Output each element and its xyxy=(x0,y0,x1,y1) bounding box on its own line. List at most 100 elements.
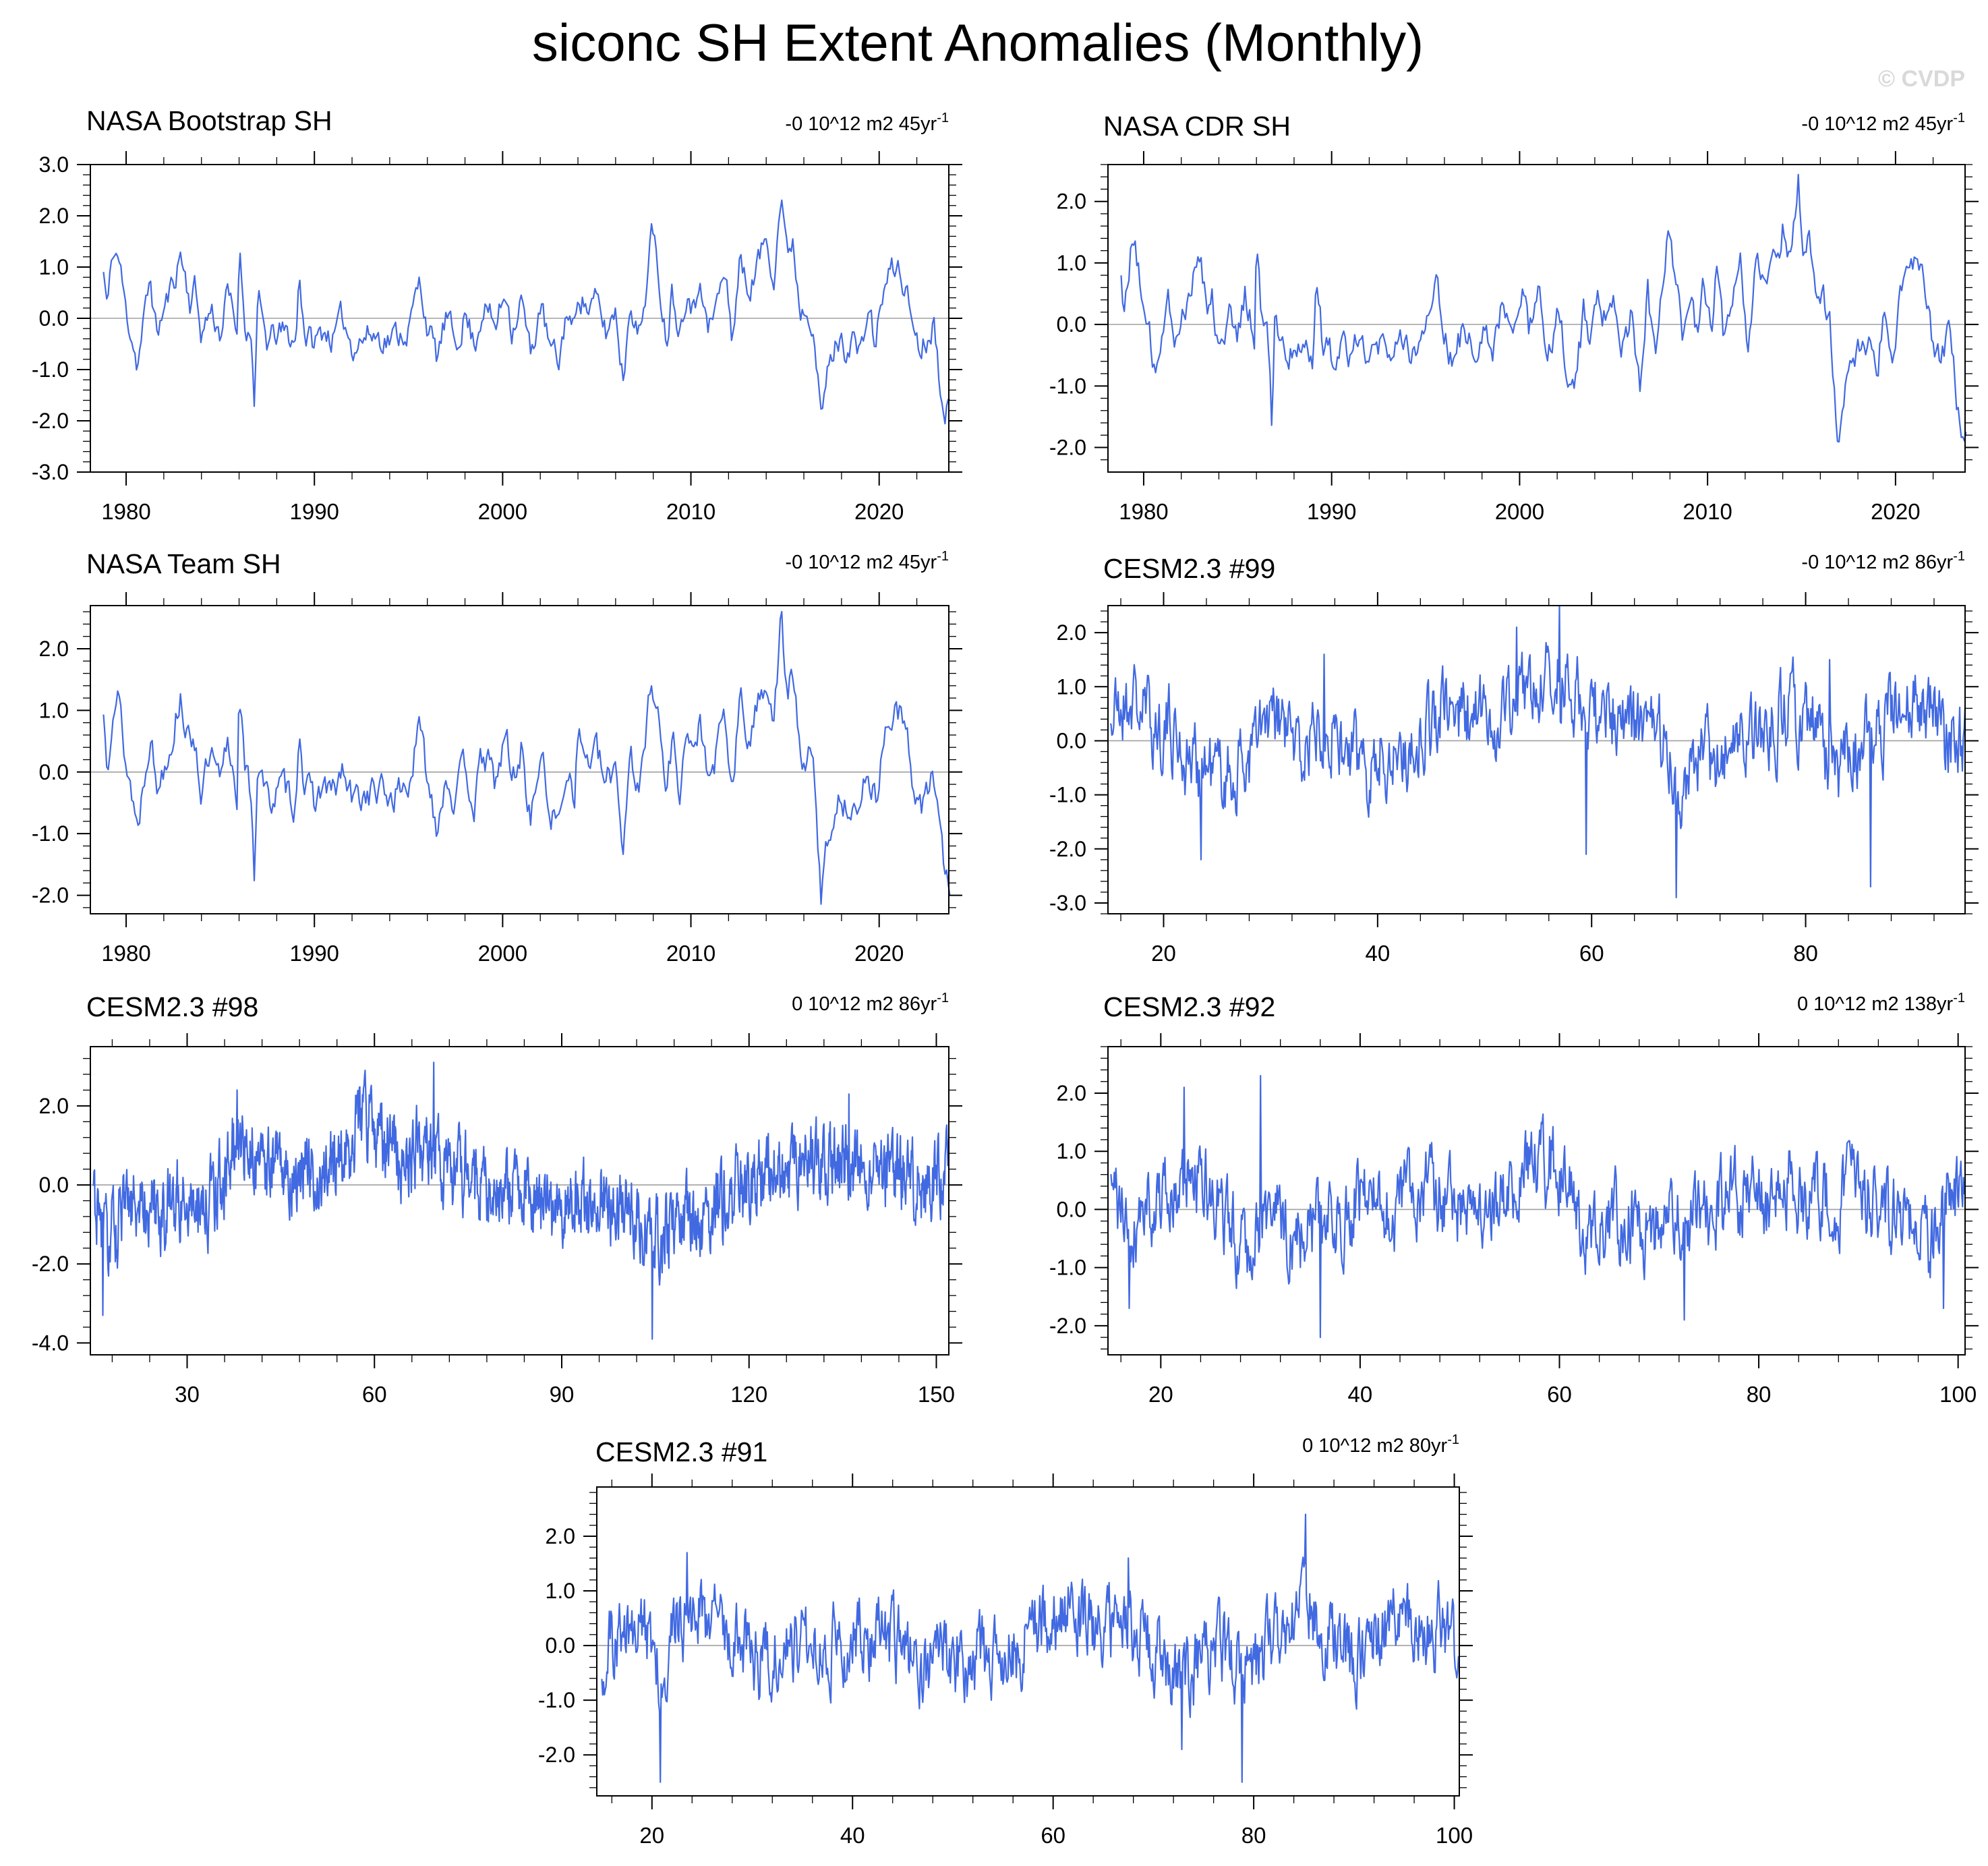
x-tick-label: 2000 xyxy=(1495,499,1544,524)
anomaly-series-line xyxy=(103,610,951,905)
x-tick-label: 30 xyxy=(175,1382,200,1407)
x-tick-label: 20 xyxy=(639,1823,664,1848)
trend-text: -0 10^12 m2 45yr xyxy=(785,552,937,573)
trend-superscript: -1 xyxy=(937,111,949,125)
x-tick-label: 40 xyxy=(1366,941,1391,966)
trend-text: 0 10^12 m2 80yr xyxy=(1302,1435,1447,1457)
panel-title: NASA CDR SH xyxy=(1103,111,1291,142)
y-tick-label: 2.0 xyxy=(39,1094,69,1118)
plot-frame xyxy=(1107,605,1966,914)
y-tick-label: 1.0 xyxy=(39,255,69,279)
y-tick-label: 0.0 xyxy=(39,306,69,330)
y-tick-label: 1.0 xyxy=(1057,674,1086,699)
y-tick-label: -2.0 xyxy=(32,1252,69,1276)
trend-label: 0 10^12 m2 86yr-1 xyxy=(792,991,949,1015)
trend-superscript: -1 xyxy=(1953,549,1965,564)
plot-frame xyxy=(1107,1046,1966,1355)
anomaly-series-line xyxy=(92,1061,950,1340)
trend-superscript: -1 xyxy=(1953,111,1965,125)
x-tick-label: 150 xyxy=(918,1382,955,1407)
trend-text: -0 10^12 m2 86yr xyxy=(1801,552,1953,573)
x-tick-label: 2010 xyxy=(1683,499,1732,524)
y-tick-label: -1.0 xyxy=(1049,1256,1086,1280)
x-tick-label: 60 xyxy=(362,1382,387,1407)
x-tick-label: 2020 xyxy=(854,499,904,524)
y-tick-label: -1.0 xyxy=(538,1688,575,1712)
y-tick-label: 0.0 xyxy=(1057,728,1086,753)
y-tick-label: 2.0 xyxy=(546,1524,575,1548)
plot-area: 3.0 2.0 1.0 0.0 -1.0 -2.0 -3.0 1980 1990 2000 2010… xyxy=(32,151,962,524)
plot-area: 2.0 1.0 0.0 -1.0 -2.0 1980 1990 2000 2010 2020 xyxy=(1049,151,1979,524)
y-tick-label: -1.0 xyxy=(32,821,69,846)
plot-area: 2.0 1.0 0.0 -1.0 -2.0 1980 1990 2000 2010 2020 xyxy=(32,592,962,966)
y-tick-label: 3.0 xyxy=(39,152,69,177)
trend-superscript: -1 xyxy=(937,549,949,564)
trend-label: 0 10^12 m2 80yr-1 xyxy=(1302,1432,1459,1457)
y-tick-label: 0.0 xyxy=(1057,1197,1086,1221)
x-tick-label: 1990 xyxy=(1307,499,1356,524)
trend-label: -0 10^12 m2 45yr-1 xyxy=(1801,111,1965,135)
x-tick-label: 80 xyxy=(1241,1823,1266,1848)
panel-cesm-98: CESM2.3 #98 0 10^12 m2 86yr-1 2.0 0.0 -2.0… xyxy=(32,991,962,1407)
y-tick-label: -2.0 xyxy=(1049,1314,1086,1338)
y-tick-label: -2.0 xyxy=(1049,436,1086,460)
panel-nasa-bootstrap: NASA Bootstrap SH -0 10^12 m2 45yr-1 3.0… xyxy=(32,105,962,524)
panel-cesm-91: CESM2.3 #91 0 10^12 m2 80yr-1 2.0 1.0 0.0 -… xyxy=(538,1432,1473,1848)
y-tick-label: 2.0 xyxy=(1057,620,1086,645)
trend-label: -0 10^12 m2 45yr-1 xyxy=(785,111,949,135)
x-tick-label: 40 xyxy=(840,1823,865,1848)
y-tick-label: 1.0 xyxy=(39,698,69,722)
anomaly-series-line xyxy=(1110,1074,1966,1339)
panel-title: CESM2.3 #98 xyxy=(86,991,258,1022)
x-tick-label: 2000 xyxy=(478,499,527,524)
x-tick-label: 1980 xyxy=(1119,499,1168,524)
panel-title: CESM2.3 #91 xyxy=(595,1436,767,1467)
anomaly-series-line xyxy=(1109,604,1966,899)
y-tick-label: 2.0 xyxy=(39,204,69,228)
y-tick-label: 0.0 xyxy=(39,1173,69,1197)
trend-label: 0 10^12 m2 138yr-1 xyxy=(1797,991,1965,1015)
plot-frame xyxy=(1107,164,1966,473)
x-tick-label: 90 xyxy=(550,1382,575,1407)
x-tick-label: 2010 xyxy=(666,941,715,966)
trend-text: 0 10^12 m2 138yr xyxy=(1797,993,1954,1015)
trend-text: 0 10^12 m2 86yr xyxy=(792,993,937,1015)
x-tick-label: 1980 xyxy=(101,941,150,966)
y-tick-label: 2.0 xyxy=(1057,1081,1086,1105)
y-tick-label: -1.0 xyxy=(32,357,69,382)
trend-text: -0 10^12 m2 45yr xyxy=(1801,113,1953,135)
x-tick-label: 60 xyxy=(1547,1382,1572,1407)
panel-cesm-99: CESM2.3 #99 -0 10^12 m2 86yr-1 2.0 1.0 0.0… xyxy=(1049,549,1979,966)
y-tick-label: 1.0 xyxy=(1057,251,1086,275)
x-tick-label: 2020 xyxy=(854,941,904,966)
x-tick-label: 60 xyxy=(1041,1823,1065,1848)
cvdp-watermark: © CVDP xyxy=(1878,66,1965,92)
y-tick-label: 1.0 xyxy=(546,1579,575,1603)
plot-area: 2.0 1.0 0.0 -1.0 -2.0 20 40 60 80 100 xyxy=(538,1474,1473,1848)
x-tick-label: 80 xyxy=(1793,941,1818,966)
x-tick-label: 100 xyxy=(1436,1823,1473,1848)
x-tick-label: 100 xyxy=(1939,1382,1977,1407)
x-tick-label: 2020 xyxy=(1871,499,1920,524)
x-tick-label: 120 xyxy=(730,1382,767,1407)
x-tick-label: 40 xyxy=(1348,1382,1373,1407)
plot-area: 2.0 1.0 0.0 -1.0 -2.0 20 40 60 80 100 xyxy=(1049,1033,1979,1407)
anomaly-series-line xyxy=(103,199,950,425)
anomaly-series-line xyxy=(1120,173,1967,443)
x-tick-label: 2000 xyxy=(478,941,527,966)
y-tick-label: 1.0 xyxy=(1057,1139,1086,1163)
y-tick-label: 0.0 xyxy=(1057,312,1086,337)
y-tick-label: 0.0 xyxy=(39,760,69,784)
trend-label: -0 10^12 m2 86yr-1 xyxy=(1801,549,1965,573)
panel-nasa-cdr: NASA CDR SH -0 10^12 m2 45yr-1 2.0 1.0 0.0… xyxy=(1049,111,1979,524)
panel-title: NASA Bootstrap SH xyxy=(86,105,332,136)
y-tick-label: -2.0 xyxy=(32,409,69,433)
trend-superscript: -1 xyxy=(1953,991,1965,1005)
y-tick-label: -2.0 xyxy=(538,1743,575,1767)
x-tick-label: 1990 xyxy=(289,941,339,966)
trend-superscript: -1 xyxy=(1447,1432,1459,1447)
plot-frame xyxy=(596,1486,1460,1797)
y-tick-label: -2.0 xyxy=(1049,837,1086,861)
x-tick-label: 1980 xyxy=(101,499,150,524)
